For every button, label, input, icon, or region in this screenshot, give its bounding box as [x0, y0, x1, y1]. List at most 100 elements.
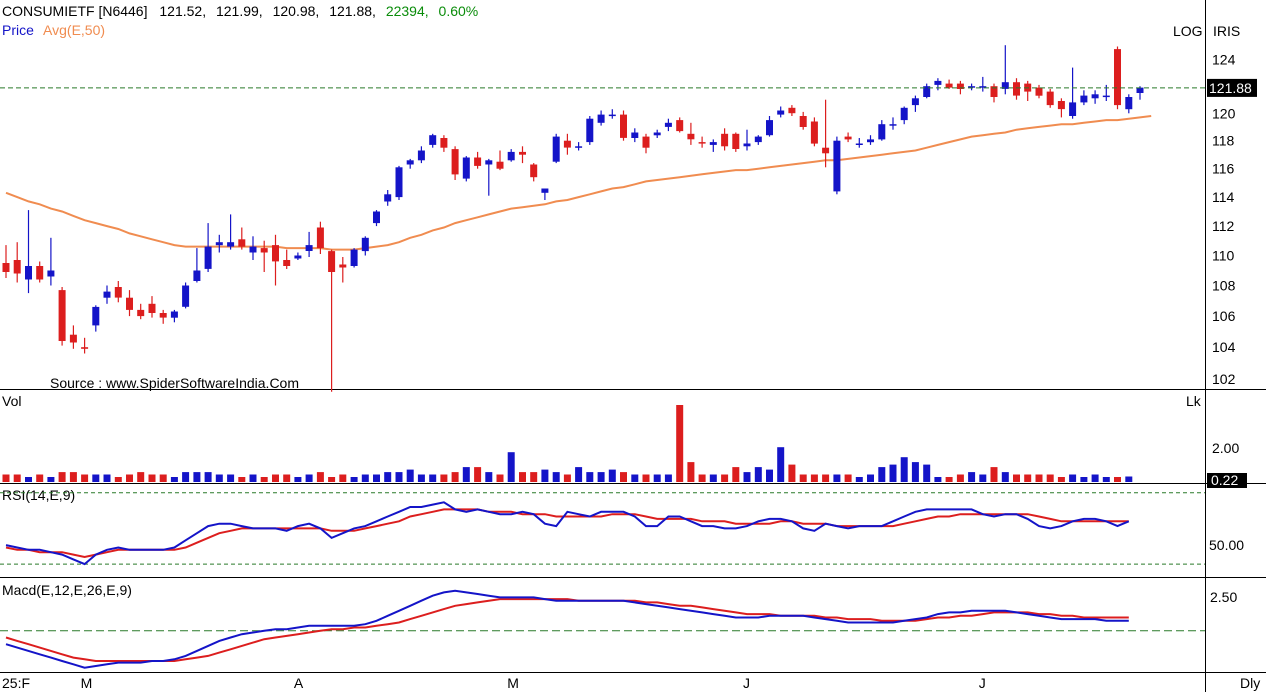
volume-bar	[485, 472, 493, 482]
candle-body	[215, 242, 223, 246]
candle-body	[1114, 49, 1121, 106]
change-value: 0.60%	[439, 3, 479, 19]
candle	[799, 111, 807, 130]
candle-body	[249, 246, 257, 253]
volume-bar	[507, 452, 515, 482]
candle	[1046, 88, 1054, 108]
rsi-signal-line	[5, 508, 1129, 559]
volume-bar	[13, 474, 21, 482]
volume-bar	[586, 472, 594, 482]
candle	[1125, 94, 1133, 114]
candle	[631, 128, 639, 143]
candle	[923, 83, 931, 99]
volume-bar	[1080, 477, 1088, 482]
candle	[833, 136, 841, 195]
candle-body	[283, 260, 291, 266]
candle	[642, 133, 650, 154]
volume-bar	[934, 477, 942, 482]
candle	[13, 242, 21, 283]
volume-bar	[709, 474, 717, 482]
candle-body	[182, 285, 190, 307]
period-label[interactable]: Dly	[1240, 675, 1260, 691]
candle	[406, 158, 414, 169]
candle	[911, 95, 919, 112]
candle	[945, 79, 953, 89]
candle-body	[81, 347, 89, 349]
candle	[552, 133, 560, 164]
candle-body	[36, 266, 44, 280]
candle	[934, 78, 942, 91]
volume-bar	[103, 474, 111, 482]
volume-bar	[339, 474, 347, 482]
candle-body	[552, 136, 560, 162]
candle-body	[586, 118, 594, 143]
candle-body	[1125, 97, 1133, 110]
candle-body	[328, 251, 336, 272]
candle-body	[474, 157, 482, 166]
volume-bar	[361, 474, 369, 482]
candle-body	[137, 309, 145, 317]
candle	[519, 146, 526, 164]
theme-label[interactable]: IRIS	[1213, 23, 1240, 39]
volume-bar	[889, 464, 897, 482]
candle-body	[1035, 87, 1043, 96]
price-legend: Price	[2, 22, 34, 38]
candle	[92, 305, 100, 332]
volume-bar	[474, 467, 482, 482]
volume-bar	[148, 474, 156, 482]
candle	[81, 337, 89, 354]
volume-bar	[1125, 476, 1133, 482]
candle-body	[956, 83, 964, 89]
candle-body	[25, 266, 32, 280]
candle-body	[13, 260, 21, 274]
volume-bar	[451, 472, 459, 482]
volume-bar	[642, 474, 650, 482]
candle-body	[855, 143, 863, 145]
candle-body	[1046, 91, 1054, 106]
volume-bar	[1057, 477, 1065, 482]
volume-bar	[687, 462, 695, 482]
candle	[58, 287, 66, 346]
candle	[878, 120, 886, 141]
candle-body	[272, 245, 279, 262]
candle	[182, 282, 190, 309]
volume-bar	[732, 467, 740, 482]
volume-bar	[283, 474, 291, 482]
candle-body	[440, 138, 448, 148]
volume-bar	[653, 474, 661, 482]
time-axis-label: J	[743, 675, 750, 691]
candle-body	[429, 135, 437, 145]
log-scale-label[interactable]: LOG	[1173, 23, 1203, 39]
volume-bar	[766, 469, 773, 482]
volume-bar	[552, 472, 560, 482]
volume-bar	[631, 474, 639, 482]
candle	[260, 240, 268, 272]
candle	[440, 135, 448, 152]
candle-body	[721, 133, 729, 147]
price-tick-label: 124	[1212, 52, 1236, 68]
ema50-layer	[5, 115, 1152, 251]
candle-body	[260, 248, 268, 253]
time-axis-label: A	[294, 675, 304, 691]
price-tick-label: 120	[1212, 105, 1236, 121]
volume-value: 22394,	[386, 3, 429, 19]
candle	[227, 214, 235, 250]
volume-bar	[395, 472, 403, 482]
time-axis: 25:F M A M J J	[2, 675, 986, 691]
candle	[36, 261, 44, 283]
volume-bar	[227, 474, 235, 482]
time-axis-label: 25:F	[2, 675, 30, 691]
volume-bar	[698, 474, 706, 482]
candle-body	[911, 98, 919, 106]
candle	[563, 133, 571, 155]
candle	[732, 132, 740, 152]
volume-bar	[25, 477, 32, 482]
volume-bar	[855, 477, 863, 482]
volume-bar	[721, 474, 729, 482]
volume-bar	[664, 474, 672, 482]
volume-bar	[373, 474, 380, 482]
candle-body	[227, 242, 235, 247]
candle	[676, 117, 684, 133]
volume-bar	[563, 474, 571, 482]
candle	[541, 188, 549, 200]
